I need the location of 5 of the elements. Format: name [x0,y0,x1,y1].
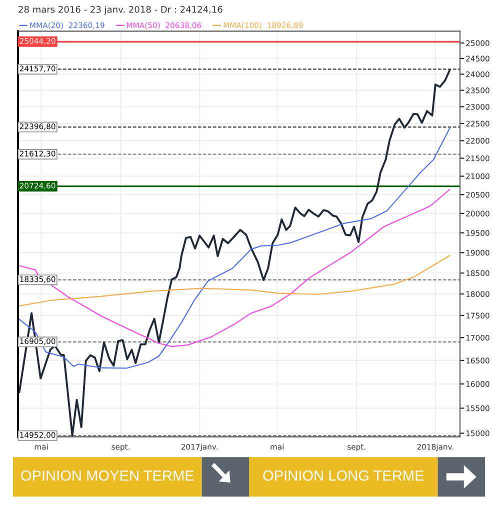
text: OPINION LONG TERME [263,470,424,481]
line-series [18,188,450,348]
text: OPINION MOYEN TERME [21,470,194,481]
line-series [18,255,450,306]
chart-title: 28 mars 2016 - 23 janv. 2018 - Dr : 24124,16 [18,6,222,15]
